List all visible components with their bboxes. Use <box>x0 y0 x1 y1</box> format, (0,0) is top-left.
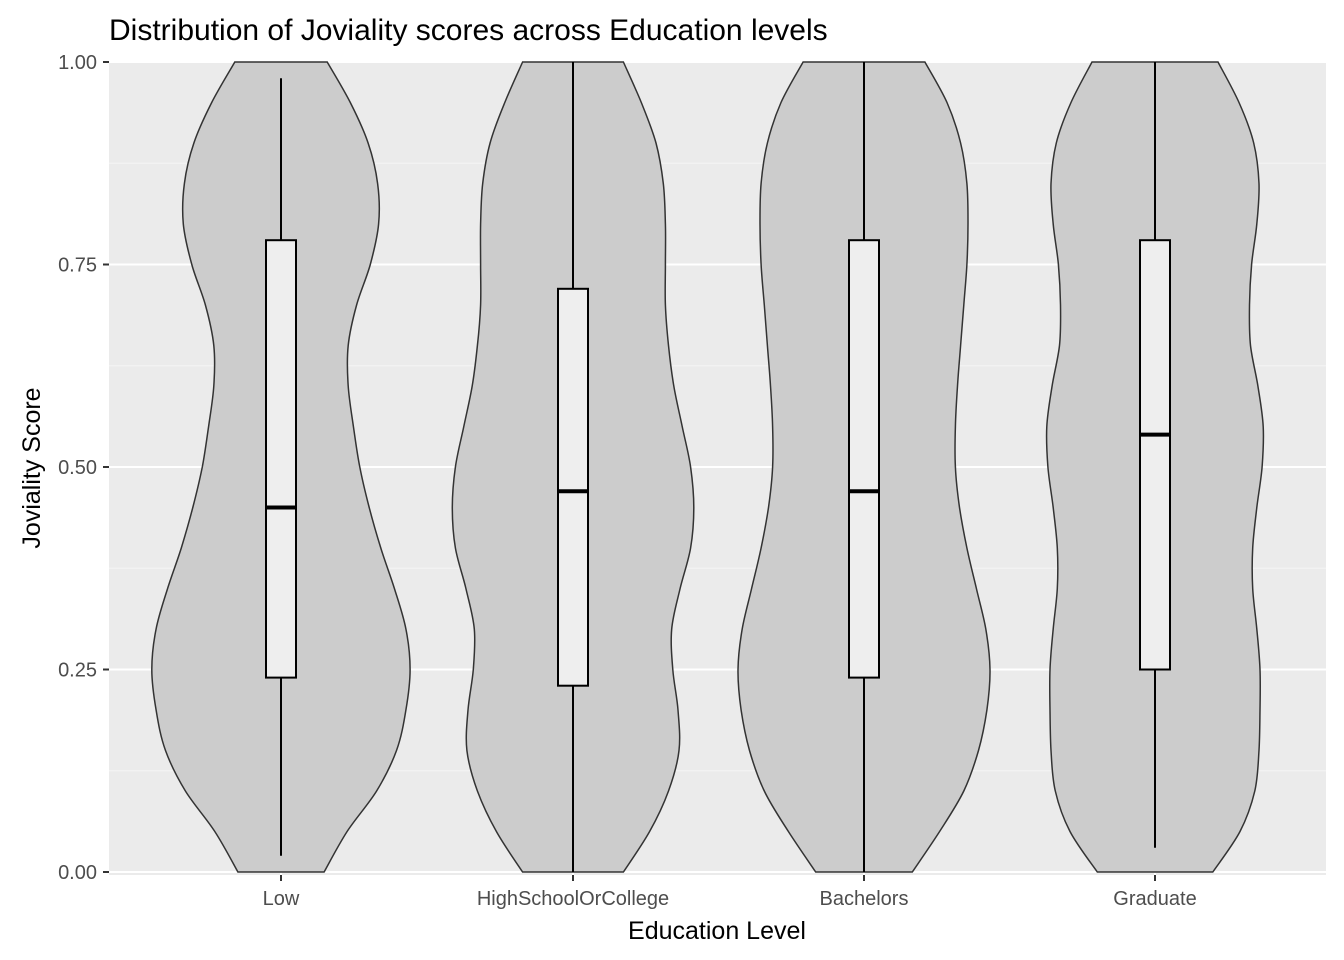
chart-title: Distribution of Joviality scores across … <box>109 14 828 47</box>
box-graduate <box>1139 239 1171 671</box>
box-bachelors <box>848 239 880 679</box>
x-tick-label: Graduate <box>1113 888 1196 910</box>
y-tick-label: 0.25 <box>58 660 97 682</box>
y-tick-label: 0.50 <box>58 457 97 479</box>
box-highschoolorcollege <box>557 287 589 687</box>
x-axis: Low HighSchoolOrCollege Bachelors Graduate <box>263 875 1197 910</box>
x-axis-title: Education Level <box>628 917 806 945</box>
box-low <box>265 239 297 679</box>
y-axis-title: Joviality Score <box>18 387 46 548</box>
x-tick-label: HighSchoolOrCollege <box>477 888 669 910</box>
y-tick-label: 0.00 <box>58 862 97 884</box>
x-tick-label: Low <box>263 888 300 910</box>
y-axis: 0.00 0.25 0.50 0.75 1.00 <box>58 52 109 884</box>
x-tick-label: Bachelors <box>820 888 909 910</box>
box-layer <box>265 62 1171 872</box>
y-tick-label: 1.00 <box>58 52 97 74</box>
y-tick-label: 0.75 <box>58 255 97 277</box>
